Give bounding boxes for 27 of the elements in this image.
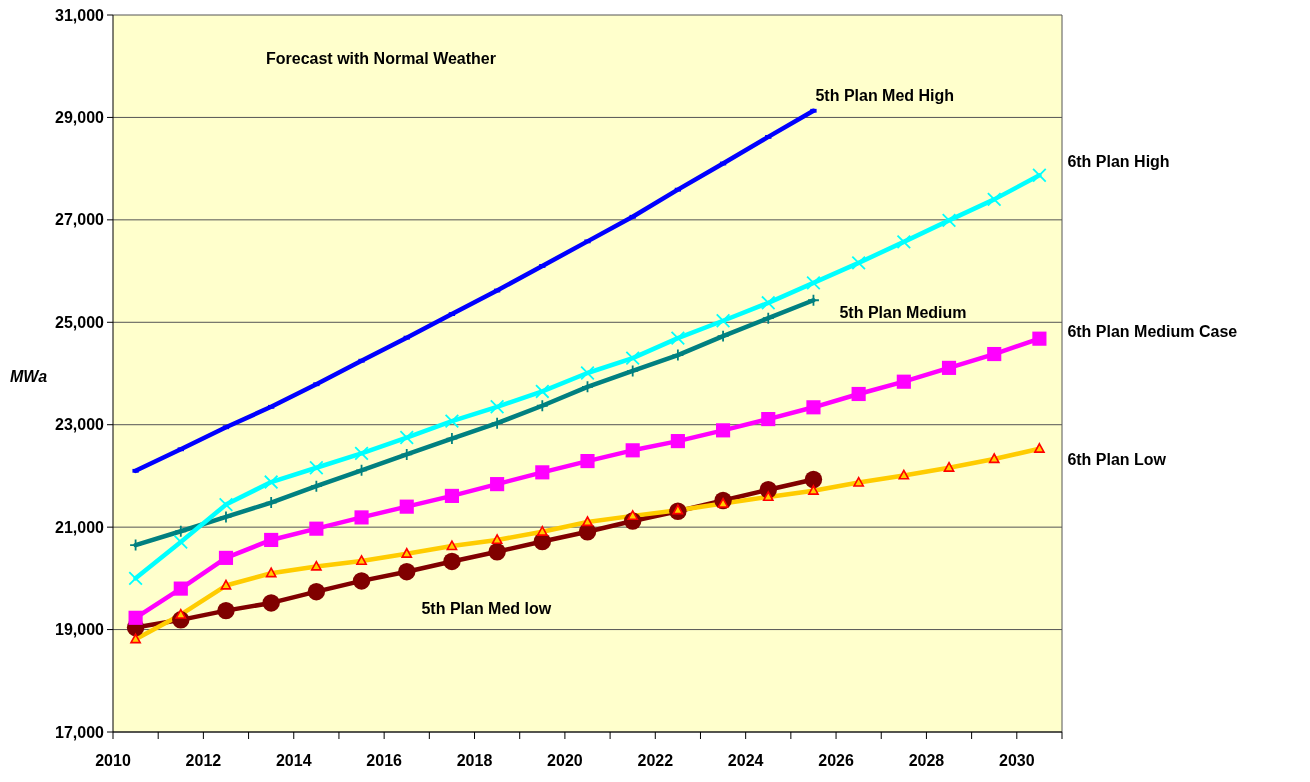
y-tick-label: 31,000 [55, 6, 105, 24]
series-label: 6th Plan High [1067, 153, 1170, 171]
x-tick-label: 2020 [547, 752, 583, 769]
series-label: 5th Plan Medium [839, 304, 967, 322]
y-tick-label: 25,000 [55, 313, 105, 331]
x-tick-label: 2028 [908, 752, 945, 769]
x-tick-label: 2018 [456, 752, 493, 769]
y-tick-label: 23,000 [55, 416, 105, 434]
y-tick-label: 19,000 [55, 621, 105, 639]
x-tick-label: 2014 [275, 752, 312, 769]
x-tick-label: 2022 [637, 752, 674, 769]
y-tick-label: 17,000 [55, 723, 105, 741]
y-tick-label: 21,000 [55, 518, 105, 536]
x-tick-label: 2030 [999, 752, 1035, 769]
x-tick-label: 2012 [185, 752, 222, 769]
series-label: 6th Plan Low [1067, 450, 1167, 468]
x-tick-label: 2010 [95, 752, 131, 769]
series-label: 5th Plan Med low [421, 599, 552, 617]
series-label: 6th Plan Medium Case [1067, 322, 1238, 340]
y-axis-title: MWa [10, 367, 48, 385]
series-label: 5th Plan Med High [815, 86, 955, 104]
x-tick-label: 2026 [818, 752, 854, 769]
text: Forecast with Normal Weather [266, 50, 496, 67]
y-tick-label: 29,000 [55, 109, 105, 127]
y-tick-label: 27,000 [55, 211, 105, 229]
x-tick-label: 2016 [366, 752, 403, 769]
x-tick-label: 2024 [727, 752, 764, 769]
